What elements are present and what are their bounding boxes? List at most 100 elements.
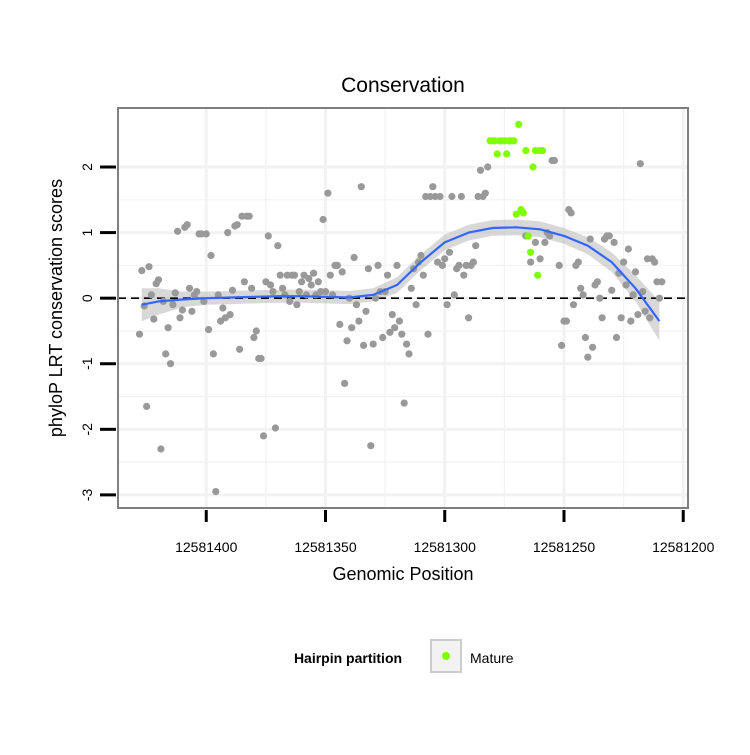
data-point-background bbox=[248, 284, 256, 292]
data-point-background bbox=[362, 307, 370, 315]
data-point-background bbox=[176, 314, 184, 322]
data-point-background bbox=[364, 265, 372, 273]
data-point-background bbox=[338, 268, 346, 276]
data-point-background bbox=[589, 343, 597, 351]
data-point-background bbox=[536, 255, 544, 263]
data-point-background bbox=[445, 248, 454, 256]
y-tick-label: 0 bbox=[79, 294, 95, 302]
data-point-background bbox=[154, 276, 163, 284]
data-point-background bbox=[658, 278, 666, 286]
grid bbox=[118, 108, 688, 508]
data-point-background bbox=[228, 286, 237, 294]
data-point-background bbox=[457, 192, 465, 201]
data-point-background bbox=[407, 284, 415, 292]
data-point-background bbox=[631, 268, 640, 276]
data-point-background bbox=[610, 238, 618, 246]
data-point-background bbox=[200, 297, 208, 305]
data-point-background bbox=[310, 269, 318, 277]
data-point-background bbox=[145, 263, 153, 271]
data-point-background bbox=[646, 314, 654, 322]
data-point-background bbox=[257, 354, 265, 363]
x-axis: 12581400 12581350 12581300 12581250 12581200 bbox=[175, 510, 715, 555]
data-point-mature bbox=[519, 209, 528, 217]
legend-label-mature: Mature bbox=[470, 650, 514, 666]
data-point-mature bbox=[529, 163, 537, 171]
data-point-background bbox=[321, 288, 330, 296]
data-point-background bbox=[250, 333, 258, 342]
data-point-background bbox=[369, 340, 377, 348]
legend-title: Hairpin partition bbox=[294, 650, 402, 666]
data-point-background bbox=[259, 432, 268, 440]
data-point-background bbox=[252, 327, 260, 335]
data-point-mature bbox=[524, 232, 532, 240]
data-point-background bbox=[143, 402, 151, 410]
data-point-background bbox=[581, 333, 590, 342]
data-point-background bbox=[419, 271, 427, 279]
data-point-background bbox=[484, 163, 492, 171]
data-point-background bbox=[162, 350, 170, 358]
data-point-background bbox=[627, 317, 635, 325]
data-point-background bbox=[324, 189, 332, 197]
data-point-mature bbox=[493, 150, 501, 158]
data-point-background bbox=[393, 261, 401, 269]
y-tick-label: -3 bbox=[79, 488, 95, 501]
data-point-background bbox=[236, 345, 244, 353]
data-point-background bbox=[348, 324, 356, 332]
data-point-background bbox=[224, 229, 232, 237]
data-point-background bbox=[455, 261, 463, 269]
data-point-background bbox=[205, 326, 213, 334]
data-point-background bbox=[269, 288, 277, 296]
data-point-background bbox=[169, 301, 177, 309]
x-tick-label: 12581400 bbox=[175, 539, 238, 555]
data-point-background bbox=[150, 315, 158, 323]
data-point-background bbox=[639, 288, 647, 296]
data-point-background bbox=[558, 341, 566, 349]
legend: Hairpin partition Mature bbox=[294, 639, 514, 673]
data-point-background bbox=[157, 445, 165, 453]
data-point-background bbox=[641, 307, 649, 315]
data-point-background bbox=[612, 333, 621, 342]
data-point-background bbox=[352, 301, 361, 309]
data-point-background bbox=[135, 330, 144, 338]
data-point-background bbox=[379, 333, 387, 342]
data-point-background bbox=[629, 291, 637, 299]
data-point-background bbox=[465, 314, 473, 322]
data-point-background bbox=[360, 341, 368, 349]
data-point-background bbox=[386, 328, 394, 336]
data-point-background bbox=[286, 297, 294, 305]
data-point-background bbox=[567, 209, 575, 217]
data-point-mature bbox=[503, 150, 511, 158]
data-point-background bbox=[436, 192, 444, 201]
data-point-background bbox=[188, 307, 196, 315]
x-tick-label: 12581200 bbox=[652, 539, 715, 555]
data-point-background bbox=[333, 261, 341, 269]
x-tick-label: 12581250 bbox=[533, 539, 596, 555]
data-point-background bbox=[350, 253, 358, 262]
data-point-background bbox=[441, 255, 449, 263]
data-point-background bbox=[624, 245, 633, 253]
data-point-background bbox=[605, 232, 613, 240]
data-point-background bbox=[412, 301, 420, 309]
data-point-mature bbox=[534, 271, 542, 279]
data-point-background bbox=[383, 271, 392, 279]
data-point-background bbox=[357, 183, 365, 191]
data-point-background bbox=[574, 258, 582, 266]
data-point-background bbox=[174, 227, 182, 235]
data-point-background bbox=[233, 221, 241, 229]
y-tick-label: 1 bbox=[79, 228, 95, 236]
data-point-mature bbox=[522, 147, 530, 155]
data-point-background bbox=[443, 301, 451, 309]
data-point-background bbox=[326, 271, 334, 279]
data-point-background bbox=[400, 399, 408, 407]
data-point-background bbox=[219, 304, 227, 312]
y-axis: -3 -2 -1 0 1 2 bbox=[79, 163, 116, 501]
data-point-background bbox=[183, 221, 191, 229]
data-point-background bbox=[562, 317, 571, 325]
data-point-background bbox=[617, 314, 625, 322]
data-point-background bbox=[417, 251, 425, 260]
series-mature bbox=[486, 120, 547, 279]
data-point-background bbox=[608, 286, 616, 294]
data-point-background bbox=[634, 311, 642, 319]
data-point-background bbox=[295, 288, 303, 296]
